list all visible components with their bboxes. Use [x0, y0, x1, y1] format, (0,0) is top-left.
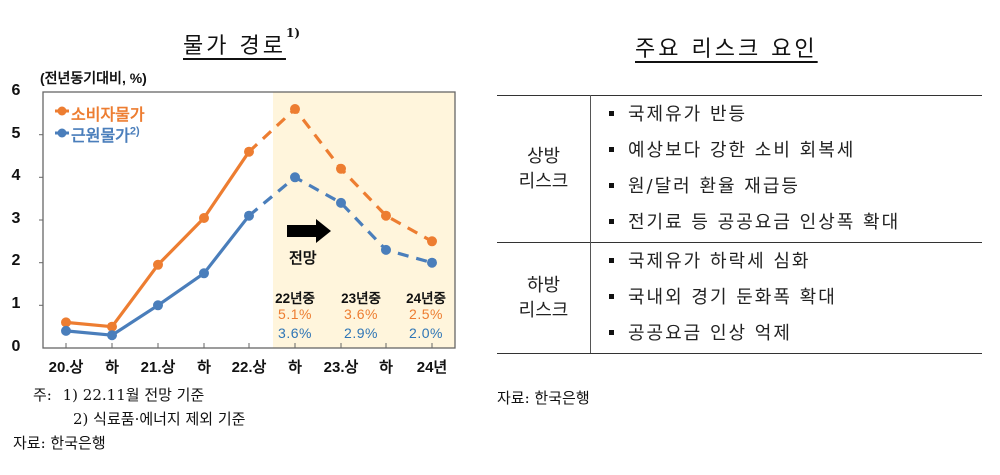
- note-1: 1) 22.11월 전망 기준: [62, 386, 205, 404]
- note-prefix: 주:: [33, 386, 52, 404]
- list-item: 원/달러 환율 재급등: [609, 169, 982, 205]
- x-tick-7: 하: [379, 359, 393, 376]
- x-tick-0: 20.상: [48, 359, 84, 376]
- list-item: 국제유가 반등: [609, 97, 982, 133]
- legend-cpi-label: 소비자물가: [71, 107, 145, 124]
- risk-factors-table: 상방 리스크 국제유가 반등 예상보다 강한 소비 회복세 원/달러 환율 재급…: [497, 95, 982, 354]
- cpi-markers: [61, 104, 437, 332]
- forecast-period-23: 23년중: [341, 291, 381, 306]
- legend-core-marker-icon: [55, 128, 69, 138]
- forecast-core-24: 2.0%: [409, 325, 443, 341]
- note-2: 2) 식료품·에너지 제외 기준: [73, 410, 246, 428]
- list-item-text: 공공요금 인상 억제: [628, 323, 792, 344]
- list-item-text: 국내외 경기 둔화폭 확대: [628, 287, 837, 308]
- chart-notes: 주: 1) 22.11월 전망 기준: [33, 384, 204, 405]
- list-item: 예상보다 강한 소비 회복세: [609, 133, 982, 169]
- bullet-icon: [609, 329, 614, 335]
- category-downside-line2: 리스크: [518, 300, 569, 321]
- category-downside-risk: 하방 리스크: [497, 242, 591, 354]
- table-source: 자료: 한국은행: [497, 389, 590, 407]
- legend-core-label: 근원물가: [71, 128, 130, 145]
- bullet-icon: [609, 257, 614, 263]
- table-row-downside: 하방 리스크 국제유가 하락세 심화 국내외 경기 둔화폭 확대 공공요금 인상…: [497, 242, 982, 354]
- core-series-forecast: [247, 175, 433, 265]
- legend-core-footnote: 2): [129, 125, 140, 138]
- legend-cpi-marker-icon: [55, 106, 69, 116]
- core-markers: [61, 172, 437, 341]
- x-tick-1: 하: [105, 359, 119, 376]
- y-tick-3: 3: [11, 210, 21, 227]
- chart-title: 물가 경로1): [183, 26, 300, 60]
- x-tick-8: 24년: [416, 359, 448, 376]
- y-tick-4: 4: [11, 167, 21, 184]
- y-tick-0: 0: [11, 338, 21, 355]
- x-tick-4: 22.상: [231, 359, 267, 376]
- y-tick-6: 6: [11, 82, 21, 99]
- forecast-core-23: 2.9%: [344, 325, 378, 341]
- risk-table-title: 주요 리스크 요인: [635, 37, 818, 62]
- core-series-actual: [65, 214, 251, 337]
- category-upside-line2: 리스크: [518, 171, 569, 192]
- forecast-cpi-24: 2.5%: [409, 306, 443, 322]
- downside-risk-items: 국제유가 하락세 심화 국내외 경기 둔화폭 확대 공공요금 인상 억제: [590, 242, 982, 354]
- x-tick-5: 하: [288, 359, 302, 376]
- chart-title-footnote: 1): [285, 26, 300, 40]
- line-chart: [39, 91, 456, 349]
- x-tick-3: 하: [197, 359, 211, 376]
- bullet-icon: [609, 110, 614, 116]
- forecast-shaded-region: [273, 92, 455, 348]
- chart-title-text: 물가 경로: [183, 34, 286, 59]
- list-item-text: 전기료 등 공공요금 인상폭 확대: [628, 212, 901, 233]
- list-item-text: 예상보다 강한 소비 회복세: [628, 140, 856, 161]
- bullet-icon: [609, 146, 614, 152]
- list-item-text: 국제유가 하락세 심화: [628, 251, 811, 272]
- list-item: 전기료 등 공공요금 인상폭 확대: [609, 205, 982, 241]
- x-tick-6: 23.상: [323, 359, 359, 376]
- category-upside-line1: 상방: [526, 146, 561, 167]
- forecast-arrow-icon: [287, 219, 331, 243]
- forecast-cpi-22: 5.1%: [278, 306, 312, 322]
- bullet-icon: [609, 293, 614, 299]
- forecast-cpi-23: 3.6%: [344, 306, 378, 322]
- table-row-upside: 상방 리스크 국제유가 반등 예상보다 강한 소비 회복세 원/달러 환율 재급…: [497, 95, 982, 243]
- x-tick-2: 21.상: [140, 359, 176, 376]
- chart-source: 자료: 한국은행: [13, 434, 106, 452]
- list-item: 공공요금 인상 억제: [609, 316, 982, 352]
- legend-item-cpi: 소비자물가: [71, 101, 145, 125]
- category-upside-risk: 상방 리스크: [497, 95, 591, 243]
- bullet-icon: [609, 218, 614, 224]
- y-tick-5: 5: [11, 125, 21, 142]
- forecast-period-24: 24년중: [406, 291, 446, 306]
- forecast-period-22: 22년중: [275, 291, 315, 306]
- bullet-icon: [609, 182, 614, 188]
- legend-item-core: 근원물가2): [71, 122, 140, 146]
- list-item-text: 국제유가 반등: [628, 104, 748, 125]
- upside-risk-items: 국제유가 반등 예상보다 강한 소비 회복세 원/달러 환율 재급등 전기료 등…: [590, 95, 982, 243]
- y-tick-1: 1: [11, 295, 21, 312]
- list-item-text: 원/달러 환율 재급등: [628, 176, 800, 197]
- list-item: 국내외 경기 둔화폭 확대: [609, 280, 982, 316]
- forecast-label: 전망: [289, 250, 317, 267]
- list-item: 국제유가 하락세 심화: [609, 244, 982, 280]
- y-axis-unit-label: (전년동기대비, %): [40, 70, 147, 86]
- y-tick-2: 2: [11, 252, 21, 269]
- category-downside-line1: 하방: [526, 275, 561, 296]
- forecast-core-22: 3.6%: [278, 325, 312, 341]
